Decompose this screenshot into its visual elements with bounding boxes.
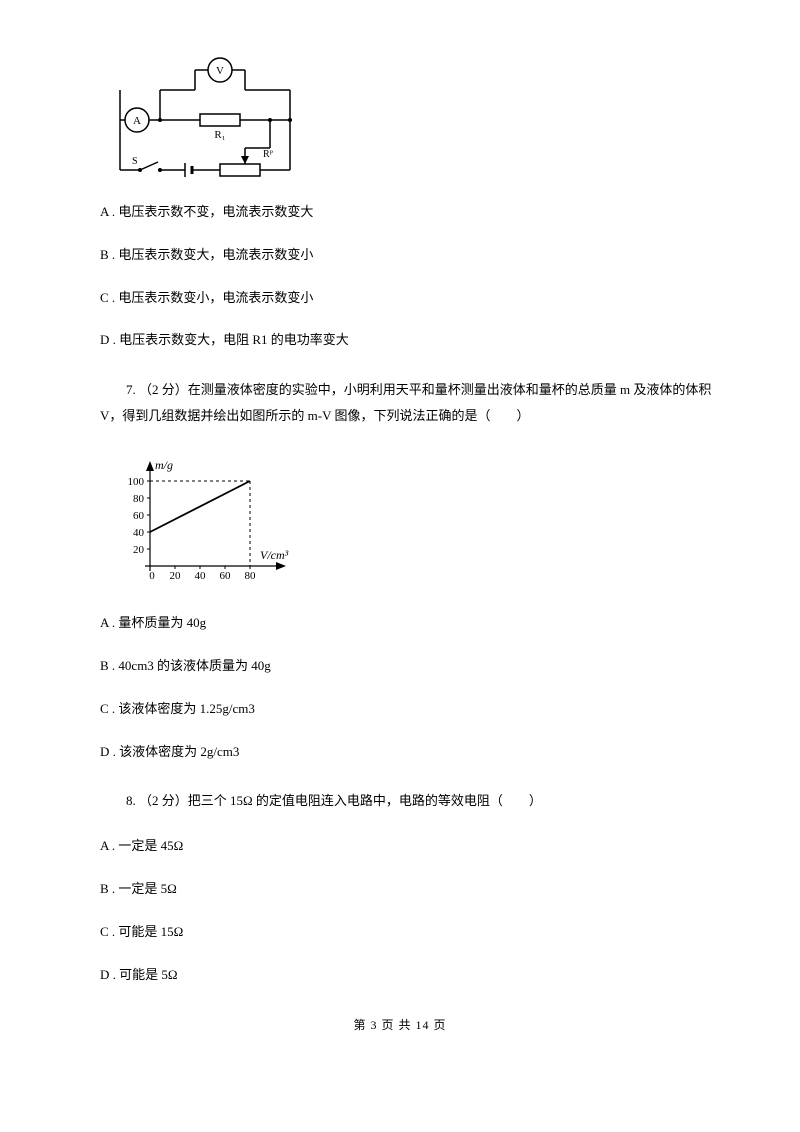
circuit-diagram: A V R₁ S — [100, 40, 720, 180]
xtick-80: 80 — [245, 570, 257, 582]
rp-label: Rᴾ — [263, 149, 274, 160]
voltmeter-label: V — [216, 65, 224, 77]
r1-label: R₁ — [214, 129, 225, 141]
chart-y-label: m/g — [155, 458, 173, 472]
document-page: A V R₁ S — [0, 0, 800, 1053]
q8-number: 8. — [126, 793, 136, 808]
q7-chart-svg: m/g V/cm³ 100 80 60 40 20 0 20 40 60 80 — [110, 451, 300, 591]
q6-option-b: B . 电压表示数变大，电流表示数变小 — [100, 245, 720, 266]
q6-option-a: A . 电压表示数不变，电流表示数变大 — [100, 202, 720, 223]
q7-number: 7. — [126, 382, 136, 397]
q8-option-a: A . 一定是 45Ω — [100, 836, 720, 857]
xtick-20: 20 — [170, 570, 182, 582]
ytick-60: 60 — [133, 510, 145, 522]
circuit-svg: A V R₁ S — [100, 40, 300, 180]
q8-option-b: B . 一定是 5Ω — [100, 879, 720, 900]
q7-option-a: A . 量杯质量为 40g — [100, 613, 720, 634]
q8-text: 8. （2 分）把三个 15Ω 的定值电阻连入电路中，电路的等效电阻（ ） — [100, 788, 720, 814]
q8-option-c: C . 可能是 15Ω — [100, 922, 720, 943]
q7-chart: m/g V/cm³ 100 80 60 40 20 0 20 40 60 80 — [110, 451, 720, 591]
chart-x-label: V/cm³ — [260, 548, 289, 562]
q7-option-c: C . 该液体密度为 1.25g/cm3 — [100, 699, 720, 720]
xtick-40: 40 — [195, 570, 207, 582]
ammeter-label: A — [133, 115, 141, 127]
ytick-40: 40 — [133, 527, 145, 539]
q7-text: 7. （2 分）在测量液体密度的实验中，小明利用天平和量杯测量出液体和量杯的总质… — [100, 377, 720, 429]
q6-option-d: D . 电压表示数变大，电阻 R1 的电功率变大 — [100, 330, 720, 351]
ytick-80: 80 — [133, 493, 145, 505]
q7-option-b: B . 40cm3 的该液体质量为 40g — [100, 656, 720, 677]
q8-body: 把三个 15Ω 的定值电阻连入电路中，电路的等效电阻（ ） — [188, 793, 542, 808]
q8-points: （2 分） — [139, 793, 188, 808]
ytick-20: 20 — [133, 544, 145, 556]
q6-option-c: C . 电压表示数变小，电流表示数变小 — [100, 288, 720, 309]
origin-0: 0 — [149, 570, 155, 582]
xtick-60: 60 — [220, 570, 232, 582]
ytick-100: 100 — [128, 476, 145, 488]
q7-body: 在测量液体密度的实验中，小明利用天平和量杯测量出液体和量杯的总质量 m 及液体的… — [100, 382, 711, 423]
q7-option-d: D . 该液体密度为 2g/cm3 — [100, 742, 720, 763]
q8-option-d: D . 可能是 5Ω — [100, 965, 720, 986]
q7-points: （2 分） — [139, 382, 188, 397]
page-footer: 第 3 页 共 14 页 — [80, 1016, 720, 1033]
switch-label: S — [132, 156, 138, 167]
